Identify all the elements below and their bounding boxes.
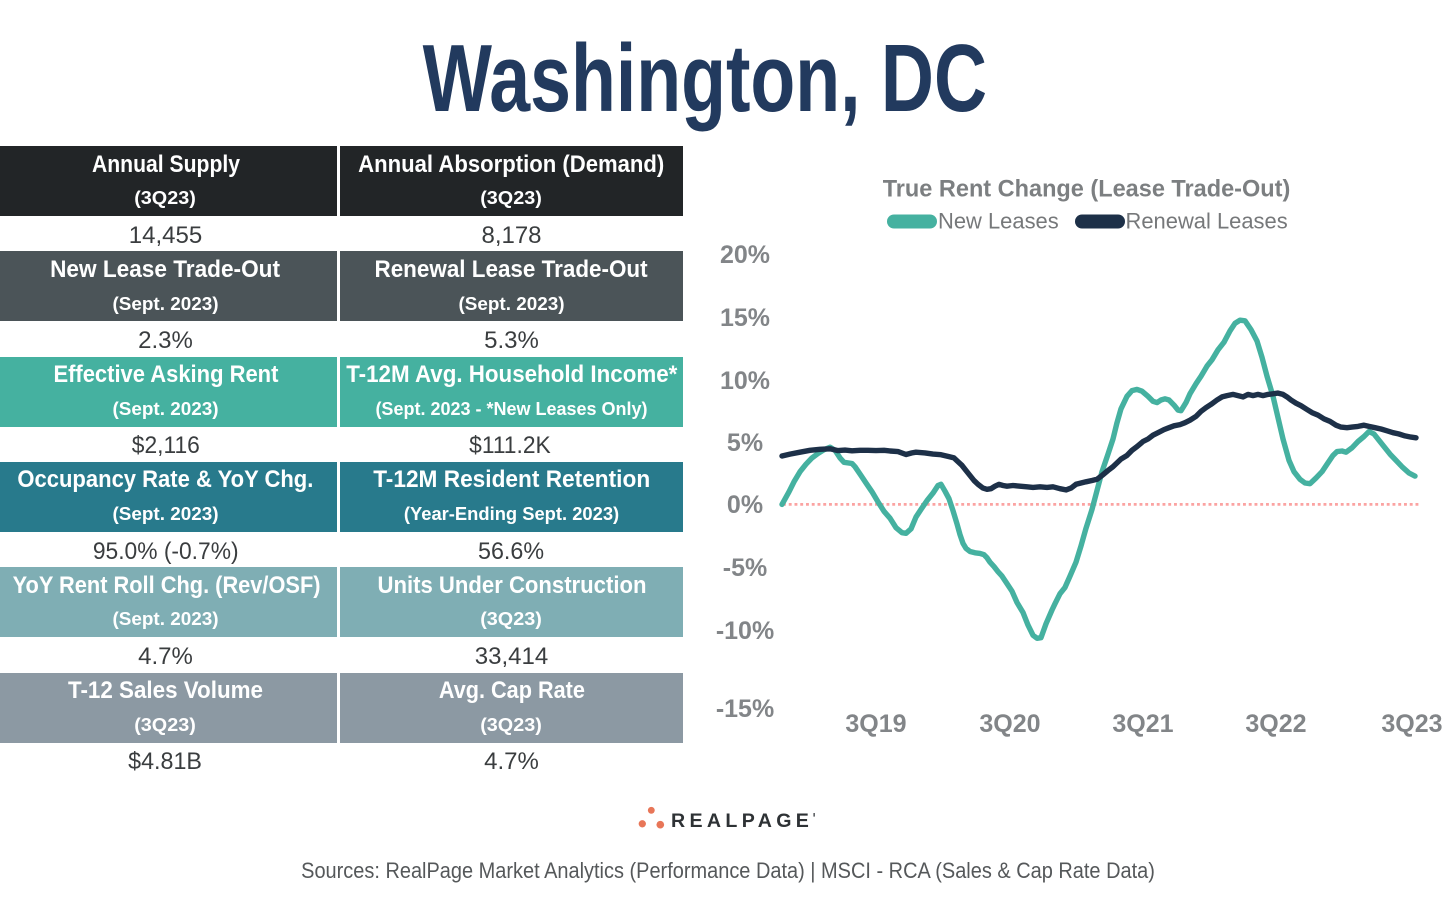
svg-text:-15%: -15% (716, 695, 774, 723)
svg-text:15%: 15% (720, 304, 770, 332)
svg-text:5%: 5% (727, 429, 763, 457)
svg-text:Sources: RealPage Market Analy: Sources: RealPage Market Analytics (Perf… (301, 859, 1155, 883)
svg-text:3Q19: 3Q19 (845, 710, 906, 738)
svg-text:3Q21: 3Q21 (1112, 710, 1173, 738)
svg-text:Renewal Leases: Renewal Leases (1126, 208, 1288, 233)
svg-text:3Q23: 3Q23 (1381, 710, 1442, 738)
svg-text:New Leases: New Leases (938, 208, 1059, 233)
svg-text:10%: 10% (720, 367, 770, 395)
svg-text:True Rent Change (Lease Trade-: True Rent Change (Lease Trade-Out) (883, 175, 1291, 202)
svg-text:-5%: -5% (723, 554, 767, 582)
svg-text:0%: 0% (727, 491, 763, 519)
svg-text:-10%: -10% (716, 617, 774, 645)
svg-text:20%: 20% (720, 241, 770, 269)
svg-text:REALPAGE: REALPAGE (671, 810, 813, 832)
svg-text:3Q20: 3Q20 (979, 710, 1040, 738)
svg-text:3Q22: 3Q22 (1245, 710, 1306, 738)
